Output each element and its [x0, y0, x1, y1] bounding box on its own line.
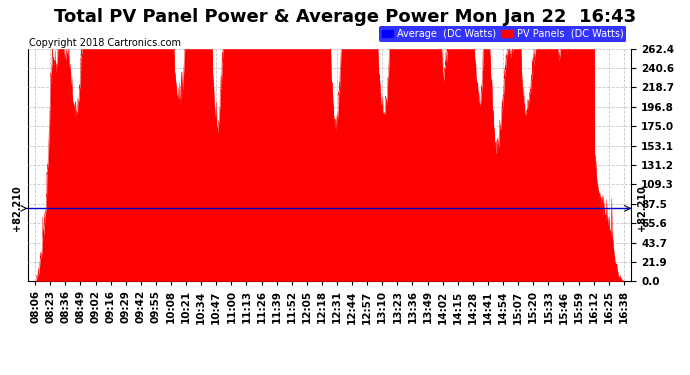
- Text: Total PV Panel Power & Average Power Mon Jan 22  16:43: Total PV Panel Power & Average Power Mon…: [54, 8, 636, 26]
- Text: Copyright 2018 Cartronics.com: Copyright 2018 Cartronics.com: [29, 38, 181, 48]
- Text: +82.210: +82.210: [638, 186, 647, 231]
- Text: +82.210: +82.210: [12, 186, 21, 231]
- Legend: Average  (DC Watts), PV Panels  (DC Watts): Average (DC Watts), PV Panels (DC Watts): [379, 26, 627, 42]
